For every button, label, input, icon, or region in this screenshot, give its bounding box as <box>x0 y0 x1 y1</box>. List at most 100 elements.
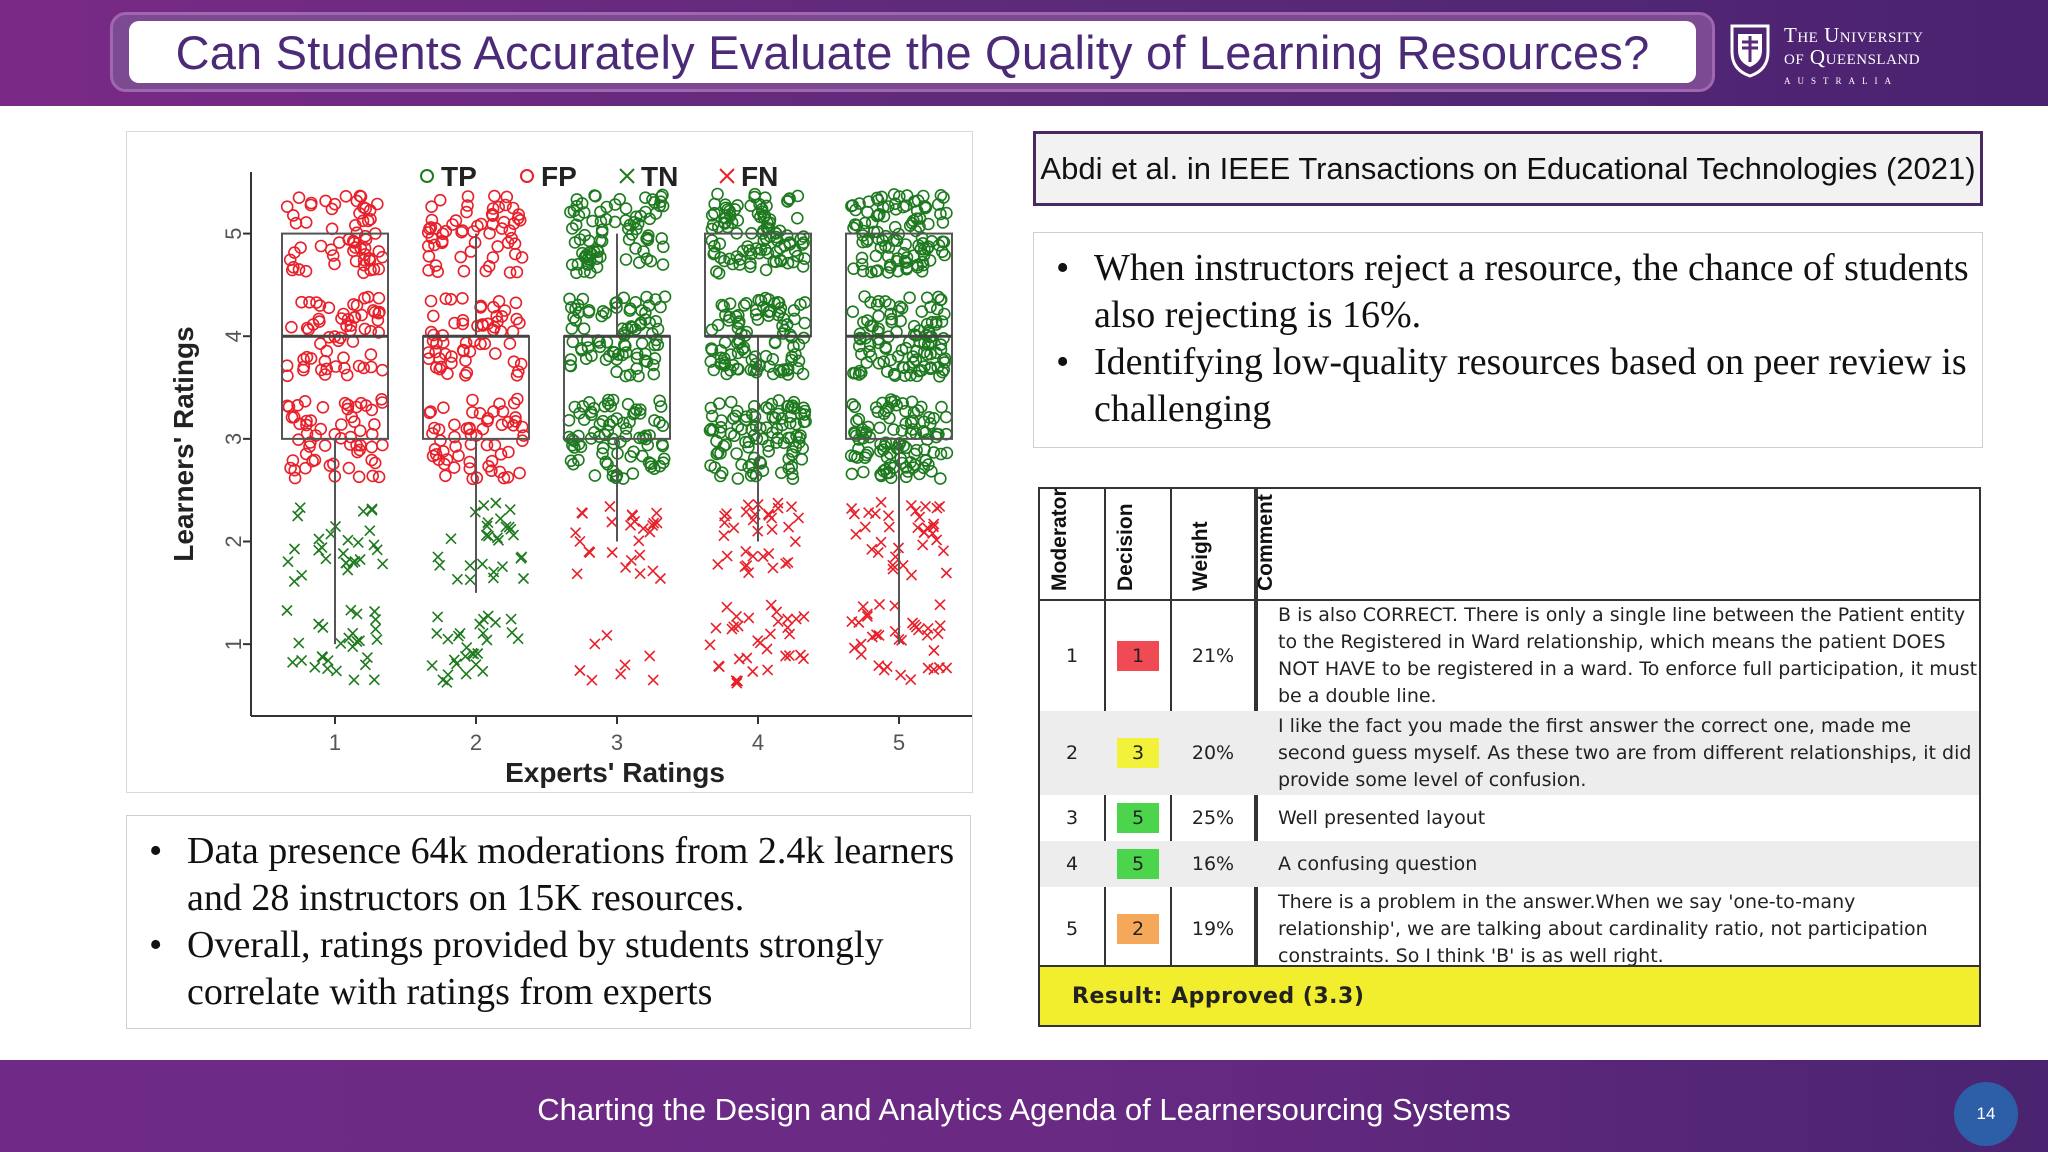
point-fp <box>294 241 307 254</box>
point-fp <box>318 368 332 381</box>
point-tp <box>848 400 862 414</box>
point-tp <box>781 194 794 208</box>
point-tp <box>564 353 578 366</box>
point-fp <box>479 264 493 278</box>
weight-cell: 25% <box>1191 807 1235 829</box>
point-fp <box>445 356 458 370</box>
point-tp <box>751 313 765 326</box>
dataset-text: Overall, ratings provided by students st… <box>187 924 884 1013</box>
point-fn <box>742 499 754 511</box>
point-fp <box>337 307 350 321</box>
point-fn <box>905 499 917 511</box>
point-tn <box>296 654 308 666</box>
point-fn <box>853 616 865 629</box>
point-fp <box>323 459 337 472</box>
point-fp <box>344 430 357 444</box>
finding-text: Identifying low-quality resources based … <box>1094 341 1967 430</box>
comment-cell: There is a problem in the answer.When we… <box>1278 890 1928 967</box>
point-tn <box>472 647 484 660</box>
point-fp <box>507 217 521 230</box>
point-tp <box>607 436 621 450</box>
point-fp <box>456 317 470 331</box>
point-fp <box>429 361 443 374</box>
point-tp <box>703 423 717 437</box>
point-fp <box>460 366 474 379</box>
point-fp <box>437 401 450 415</box>
point-tp <box>724 395 738 409</box>
point-tp <box>871 225 884 239</box>
point-tp <box>710 265 723 278</box>
point-fn <box>905 674 917 686</box>
point-tp <box>873 421 887 435</box>
point-tp <box>563 292 576 306</box>
point-fp <box>322 301 336 315</box>
point-tp <box>781 368 795 381</box>
point-fp <box>354 241 367 255</box>
point-fp <box>340 368 354 382</box>
point-fn <box>620 561 632 573</box>
point-fp <box>448 316 461 330</box>
point-tp <box>916 255 929 269</box>
point-tp <box>766 353 780 366</box>
point-tp <box>585 408 598 422</box>
logo-line-2: of Queensland <box>1784 45 1921 69</box>
point-tn <box>309 661 321 673</box>
point-tp <box>757 300 770 314</box>
point-tp <box>940 446 954 460</box>
point-tn <box>347 556 359 569</box>
point-fp <box>438 457 451 471</box>
moderator-cell: 4 <box>1065 853 1079 875</box>
point-fp <box>299 216 313 229</box>
point-tp <box>855 258 869 271</box>
point-fp <box>299 461 312 475</box>
point-tn <box>288 575 300 587</box>
point-fn <box>934 599 946 611</box>
point-fp <box>313 299 327 312</box>
point-fp <box>485 207 499 221</box>
point-fn <box>931 502 943 514</box>
point-tp <box>704 422 718 436</box>
point-tp <box>569 218 583 232</box>
point-tp <box>714 469 727 483</box>
point-tp <box>577 322 591 335</box>
point-tp <box>765 397 779 411</box>
point-tp <box>564 454 578 468</box>
point-tn <box>352 536 364 548</box>
point-tn <box>347 641 359 653</box>
point-tp <box>872 309 885 323</box>
point-fp <box>341 398 355 412</box>
point-tp <box>767 255 781 268</box>
point-fp <box>320 362 333 376</box>
point-tp <box>899 441 913 455</box>
point-fp <box>455 225 468 239</box>
point-fn <box>857 601 869 613</box>
point-fp <box>500 190 514 204</box>
point-tp <box>755 202 769 216</box>
point-fp <box>439 224 453 238</box>
point-fn <box>747 550 759 562</box>
point-fp <box>292 191 306 204</box>
point-tn <box>464 574 476 586</box>
point-tp <box>747 451 761 465</box>
point-tp <box>748 350 762 363</box>
rating-chart: 1 2 3 4 5 1 2 3 4 5 Experts' Ratings Learners' Rati… <box>126 131 973 793</box>
point-tp <box>884 471 898 485</box>
point-fp <box>357 266 370 279</box>
point-fp <box>501 470 515 484</box>
point-fp <box>300 418 313 432</box>
point-fn <box>855 638 867 650</box>
point-tp <box>637 245 650 258</box>
point-fn <box>721 550 733 562</box>
decision-cell: 2 <box>1106 887 1170 971</box>
point-tp <box>934 188 948 202</box>
point-tp <box>863 430 877 444</box>
point-tn <box>366 504 378 516</box>
point-tn <box>460 668 472 680</box>
point-tp <box>749 308 763 321</box>
point-tp <box>651 338 665 352</box>
point-fn <box>928 518 940 530</box>
point-tp <box>872 357 886 370</box>
point-fp <box>481 414 494 428</box>
point-tp <box>601 397 615 410</box>
point-tn <box>361 652 373 664</box>
